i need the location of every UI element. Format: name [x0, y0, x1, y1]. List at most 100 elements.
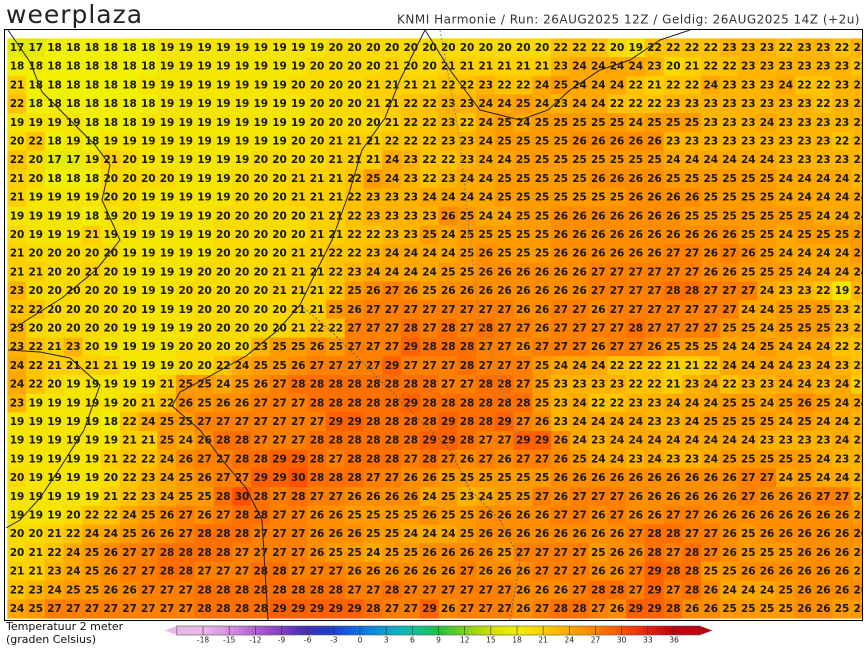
temp-cell [232, 38, 252, 58]
temp-value: 24 [572, 98, 587, 110]
temp-value: 27 [272, 397, 287, 409]
temp-cell [251, 57, 271, 77]
temp-value: 28 [310, 435, 325, 447]
temp-value: 25 [741, 266, 756, 278]
colorbar-segment [390, 626, 396, 635]
temp-value: 26 [553, 491, 568, 503]
temp-value: 26 [591, 528, 606, 540]
temp-value: 19 [85, 192, 100, 204]
temp-value: 26 [497, 285, 512, 297]
temp-cell [438, 38, 458, 58]
temp-value: 19 [178, 79, 193, 91]
temp-value: 20 [85, 285, 100, 297]
temp-value: 24 [535, 79, 550, 91]
temp-value: 20 [235, 229, 250, 241]
temp-value: 26 [103, 584, 118, 596]
temp-cell [438, 131, 458, 152]
temp-value: 19 [253, 98, 268, 110]
temp-cell [363, 225, 383, 245]
temp-value: 21 [366, 79, 381, 91]
colorbar-segment [294, 626, 300, 635]
colorbar-segment [216, 626, 221, 635]
temp-value: 25 [591, 547, 606, 559]
temp-value: 20 [28, 323, 43, 335]
temp-value: 25 [197, 491, 212, 503]
temp-value: 20 [235, 266, 250, 278]
temp-cell [494, 150, 515, 170]
temp-value: 25 [460, 528, 475, 540]
temp-value: 27 [553, 547, 568, 559]
temp-value: 25 [441, 491, 456, 503]
temp-value: 25 [741, 416, 756, 428]
temp-value: 20 [310, 79, 325, 91]
temp-value: 26 [741, 248, 756, 260]
temp-value: 26 [816, 547, 831, 559]
temp-cell [851, 75, 862, 96]
temp-value: 25 [497, 229, 512, 241]
temp-value: 23 [760, 435, 775, 447]
temp-cell [26, 225, 46, 245]
temp-value: 26 [835, 510, 850, 522]
temp-value: 20 [103, 304, 118, 316]
temp-value: 21 [328, 154, 343, 166]
temp-value: 27 [497, 304, 512, 316]
temp-value: 27 [403, 453, 418, 465]
temp-value: 27 [572, 304, 587, 316]
temp-value: 18 [47, 79, 62, 91]
temp-value: 19 [216, 98, 231, 110]
temp-cell [851, 206, 862, 226]
temp-value: 19 [160, 154, 175, 166]
temp-value: 19 [28, 472, 43, 484]
temp-cell [7, 75, 27, 96]
temp-value: 25 [778, 304, 793, 316]
temp-value: 25 [478, 229, 493, 241]
temp-value: 19 [197, 173, 212, 185]
temp-value: 26 [703, 491, 718, 503]
temp-value: 19 [10, 210, 25, 222]
temp-value: 26 [572, 210, 587, 222]
temp-cell [138, 113, 158, 133]
temp-value: 25 [328, 341, 343, 353]
temp-cell [644, 38, 665, 58]
temp-value: 21 [497, 61, 512, 73]
temp-cell [401, 206, 421, 226]
temp-value: 23 [835, 453, 850, 465]
temp-value: 21 [47, 341, 62, 353]
temp-value: 22 [703, 61, 718, 73]
temp-cell [363, 57, 383, 77]
temp-cell [288, 244, 308, 264]
temp-value: 24 [703, 379, 718, 391]
temp-value: 25 [160, 435, 175, 447]
colorbar-segment [564, 626, 570, 635]
temp-value: 28 [385, 584, 400, 596]
temp-value: 27 [535, 547, 550, 559]
temp-cell [401, 75, 421, 96]
temp-cell [532, 150, 552, 170]
temp-value: 24 [835, 210, 850, 222]
temp-cell [232, 57, 252, 77]
temp-value: 20 [10, 547, 25, 559]
temp-value: 20 [141, 173, 156, 185]
temp-value: 24 [760, 584, 775, 596]
temp-value: 24 [760, 360, 775, 372]
temp-value: 23 [760, 61, 775, 73]
temp-value: 19 [66, 491, 81, 503]
temp-value: 20 [253, 229, 268, 241]
temp-cell [326, 225, 346, 245]
temp-value: 28 [385, 435, 400, 447]
temp-cell [663, 131, 683, 152]
colorbar-segment [220, 626, 226, 635]
temp-cell [157, 225, 177, 245]
temp-value: 29 [647, 603, 662, 615]
temp-value: 19 [178, 117, 193, 129]
temp-value: 24 [778, 79, 793, 91]
temp-cell [419, 94, 440, 114]
temp-value: 28 [403, 435, 418, 447]
temp-value: 18 [85, 42, 100, 54]
temp-cell [626, 57, 646, 77]
temp-value: 23 [441, 173, 456, 185]
temp-value: 21 [122, 435, 137, 447]
temp-value: 24 [572, 416, 587, 428]
temp-value: 19 [178, 98, 193, 110]
temp-value: 26 [403, 566, 418, 578]
